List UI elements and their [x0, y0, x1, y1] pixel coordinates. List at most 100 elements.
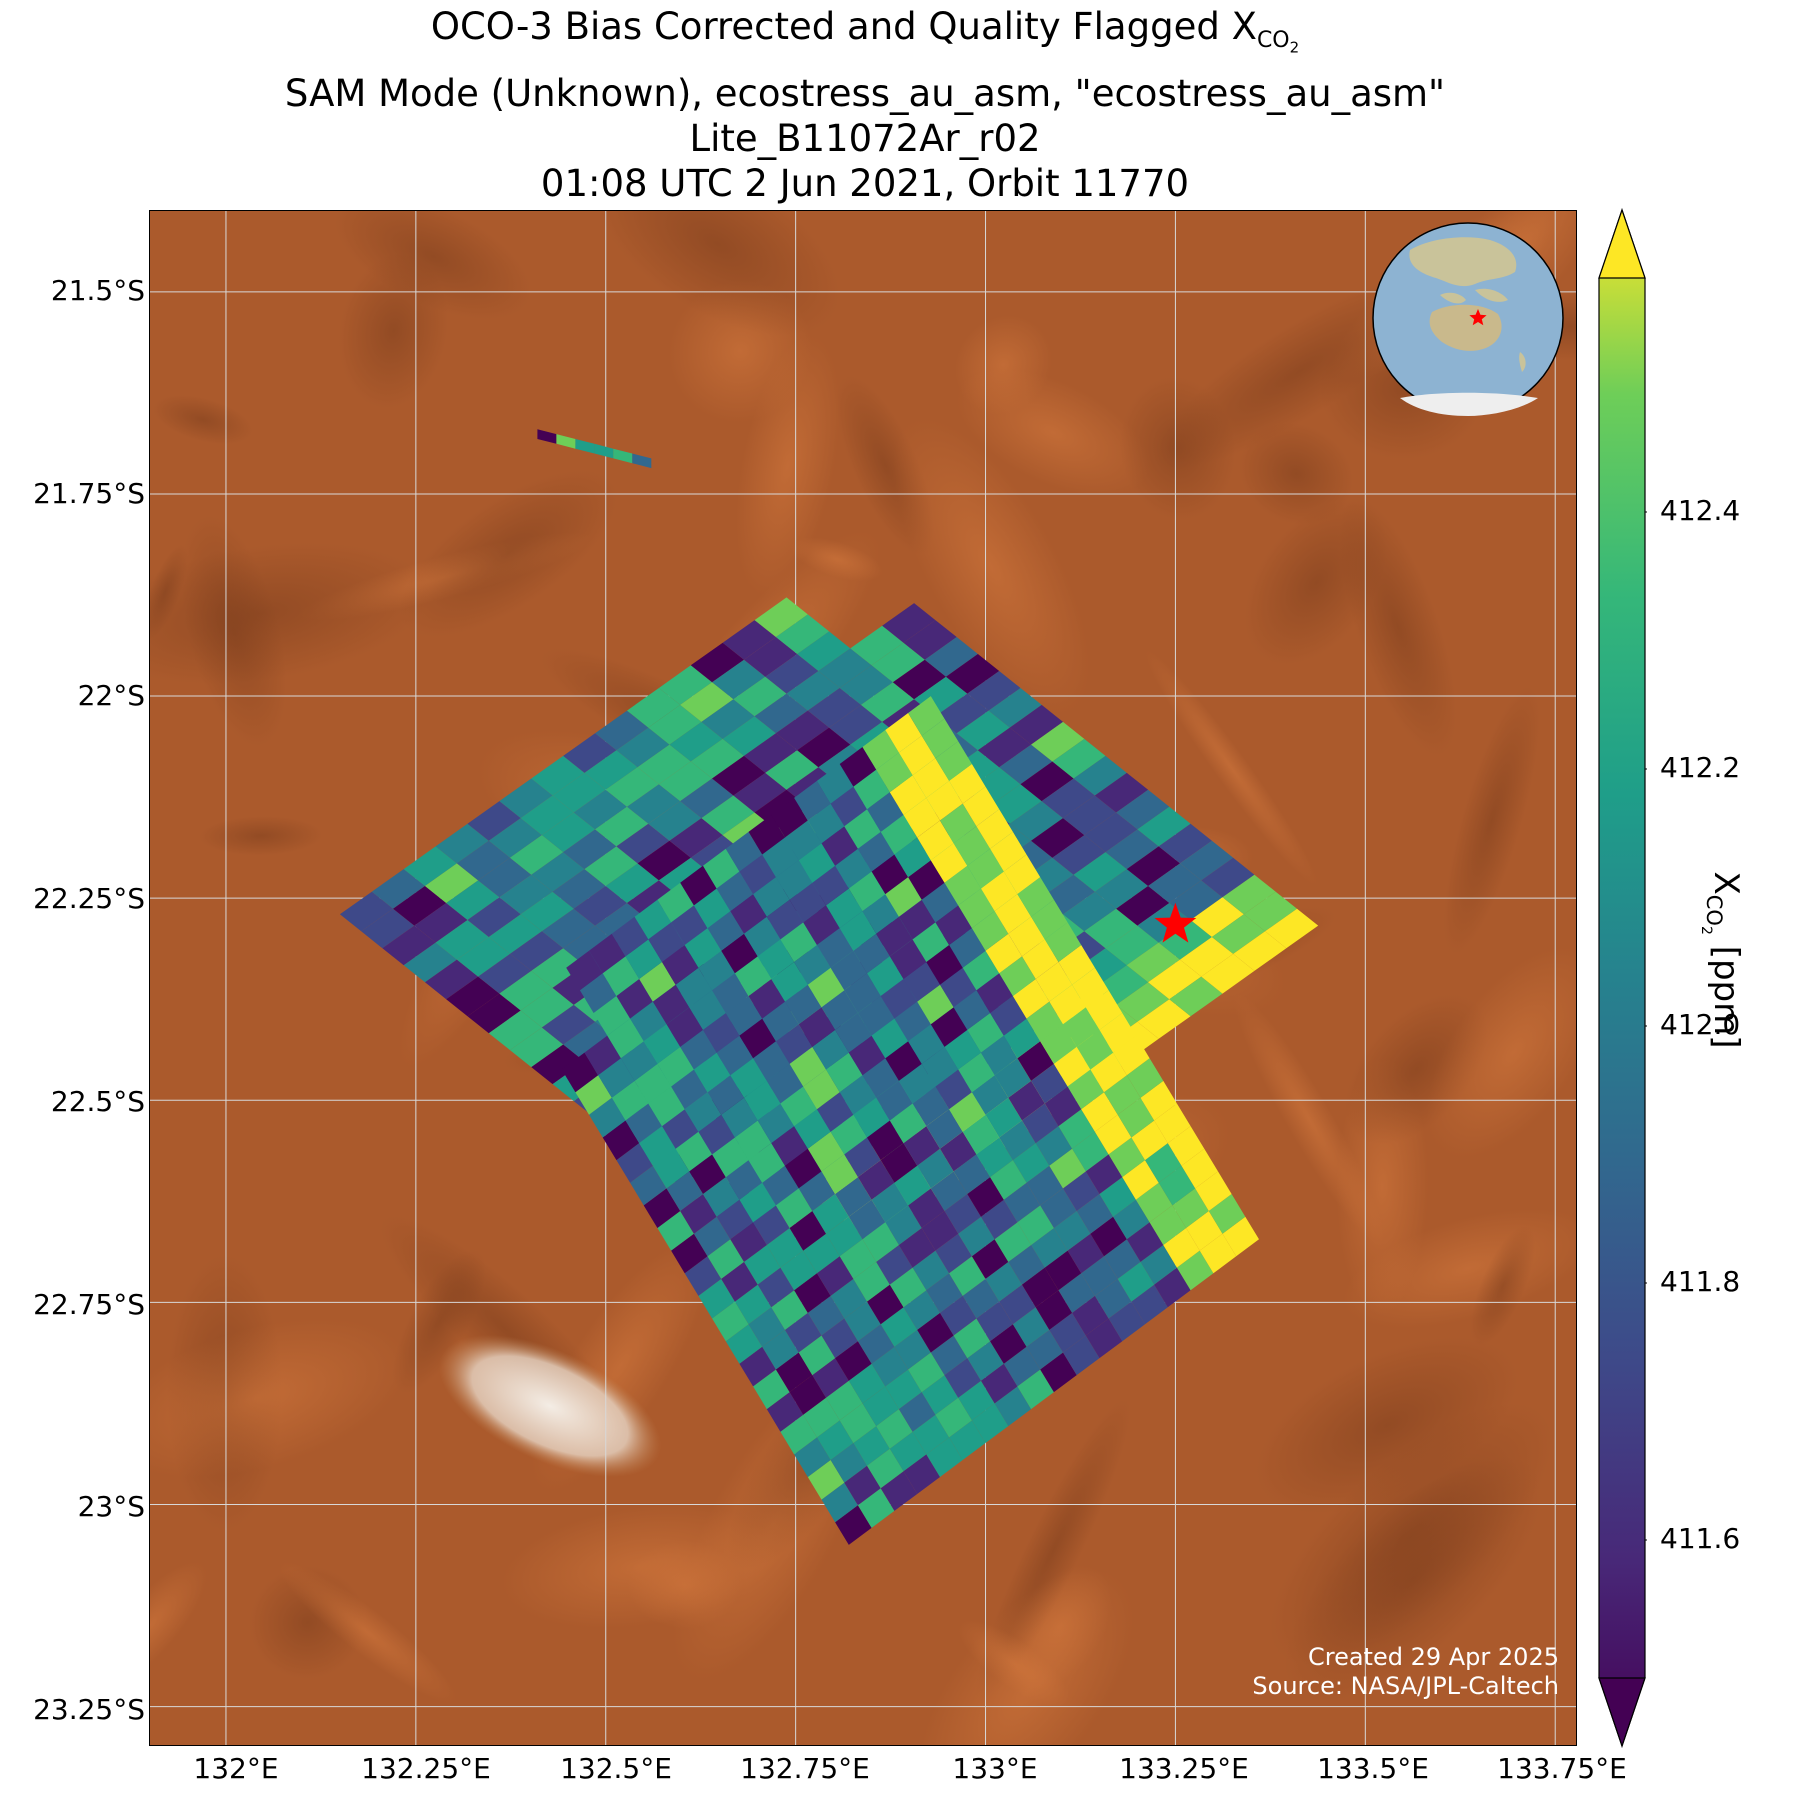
inset-globe	[1372, 222, 1564, 416]
xco2-sounding	[1135, 1182, 1173, 1223]
xco2-sounding	[999, 1120, 1036, 1161]
xco2-sounding	[730, 1222, 767, 1262]
terrain-patch	[954, 315, 1053, 415]
xco2-sounding	[1090, 1216, 1127, 1257]
xco2-sounding	[871, 1346, 909, 1387]
xco2-sounding	[556, 434, 576, 449]
xco2-sounding	[1026, 1329, 1063, 1370]
xco2-sounding	[835, 1177, 872, 1217]
xco2-sounding	[1094, 869, 1149, 909]
xco2-sounding	[425, 863, 479, 903]
xco2-sounding	[1017, 1205, 1054, 1245]
xco2-sounding	[739, 1018, 776, 1059]
xco2-sounding	[999, 1284, 1036, 1325]
created-date: Created 29 Apr 2025	[1307, 1643, 1559, 1671]
xco2-sounding	[499, 970, 553, 1011]
xco2-sounding	[880, 1307, 918, 1347]
lat-tick-21.5: 21.5°S	[50, 274, 145, 307]
xco2-sounding	[894, 1165, 931, 1206]
xco2-sounding	[744, 637, 798, 677]
xco2-sounding	[698, 950, 735, 991]
xco2-sounding	[871, 854, 909, 895]
xco2-sounding	[1067, 1233, 1104, 1274]
xco2-sounding	[835, 1013, 872, 1053]
xco2-sounding	[1003, 1346, 1041, 1387]
lat-tick-21.75: 21.75°S	[33, 477, 145, 510]
xco2-sounding	[1041, 778, 1095, 819]
xco2-sounding	[620, 1041, 658, 1081]
xco2-sounding	[775, 710, 830, 751]
xco2-sounding	[775, 614, 830, 654]
xco2-sounding	[762, 1001, 799, 1042]
xco2-sounding	[690, 642, 744, 683]
lon-tick-133: 133°E	[952, 1752, 1038, 1785]
xco2-sounding	[971, 1075, 1009, 1115]
xco2-sounding	[616, 823, 670, 864]
terrain-patch	[1239, 422, 1354, 526]
xco2-sounding	[1169, 976, 1223, 1017]
xco2-sounding	[1031, 818, 1085, 858]
terrain-patch	[1443, 686, 1540, 955]
xco2-sounding	[707, 1075, 744, 1115]
xco2-sounding	[435, 823, 489, 864]
xco2-sounding	[949, 928, 986, 968]
target-site-star-icon	[1154, 902, 1197, 943]
xco2-sounding	[1222, 1216, 1259, 1257]
xco2-sounding	[876, 1245, 913, 1285]
asia-land	[1409, 237, 1517, 287]
xco2-sounding	[848, 1199, 886, 1240]
xco2-sounding	[1104, 1075, 1141, 1115]
xco2-sounding	[1073, 852, 1127, 892]
xco2-sounding	[949, 1256, 986, 1296]
xco2-sounding	[1169, 880, 1223, 920]
xco2-sounding	[994, 894, 1032, 934]
xco2-sounding	[775, 860, 813, 900]
xco2-sounding	[712, 973, 749, 1013]
xco2-sounding	[634, 1063, 672, 1104]
xco2-sounding	[880, 979, 918, 1019]
xco2-sounding	[510, 1027, 564, 1068]
xco2-sounding	[639, 962, 676, 1002]
xco2-sounding	[589, 1097, 626, 1138]
xco2-sounding	[712, 659, 766, 700]
xco2-sounding	[1201, 857, 1255, 898]
map-panel[interactable]	[149, 210, 1577, 1746]
xco2-sounding	[885, 713, 922, 753]
xco2-sounding	[821, 1154, 858, 1194]
xco2-sounding	[1117, 1261, 1155, 1302]
xco2-sounding	[1031, 1063, 1068, 1104]
lon-tick-133.25: 133.25°E	[1119, 1752, 1249, 1785]
xco2-sounding	[953, 1318, 991, 1359]
xco2-sounding	[830, 786, 867, 827]
xco2-sounding	[894, 837, 931, 878]
terrain-patch	[1256, 1337, 1519, 1514]
xco2-sounding	[862, 1386, 899, 1427]
xco2-sounding	[1012, 1143, 1050, 1183]
xco2-sounding	[716, 871, 754, 912]
xco2-sounding	[1052, 835, 1106, 875]
xco2-sounding	[488, 914, 542, 954]
xco2-sounding	[976, 1301, 1013, 1342]
xco2-sounding	[1108, 1301, 1145, 1342]
xco2-sounding	[579, 973, 617, 1013]
xco2-sounding	[994, 1386, 1032, 1427]
xco2-sounding	[595, 806, 649, 847]
xco2-soundings	[339, 429, 1319, 1545]
xco2-sounding	[1208, 1194, 1246, 1234]
xco2-sounding	[789, 1375, 826, 1415]
xco2-sounding	[857, 1488, 895, 1528]
xco2-sounding	[853, 1097, 890, 1138]
xco2-sounding	[857, 1160, 895, 1200]
xco2-sounding	[775, 1188, 813, 1228]
xco2-sounding	[780, 1414, 817, 1455]
xco2-sounding	[1040, 1352, 1077, 1393]
xco2-sounding	[627, 688, 681, 728]
xco2-sounding	[775, 1352, 813, 1393]
xco2-sounding	[889, 1267, 927, 1308]
xco2-sounding	[669, 721, 723, 762]
xco2-sounding	[1099, 1013, 1136, 1053]
xco2-sounding	[889, 939, 927, 979]
xco2-sounding	[803, 1233, 840, 1274]
xco2-sounding	[725, 1324, 763, 1364]
xco2-sounding	[812, 1029, 849, 1070]
